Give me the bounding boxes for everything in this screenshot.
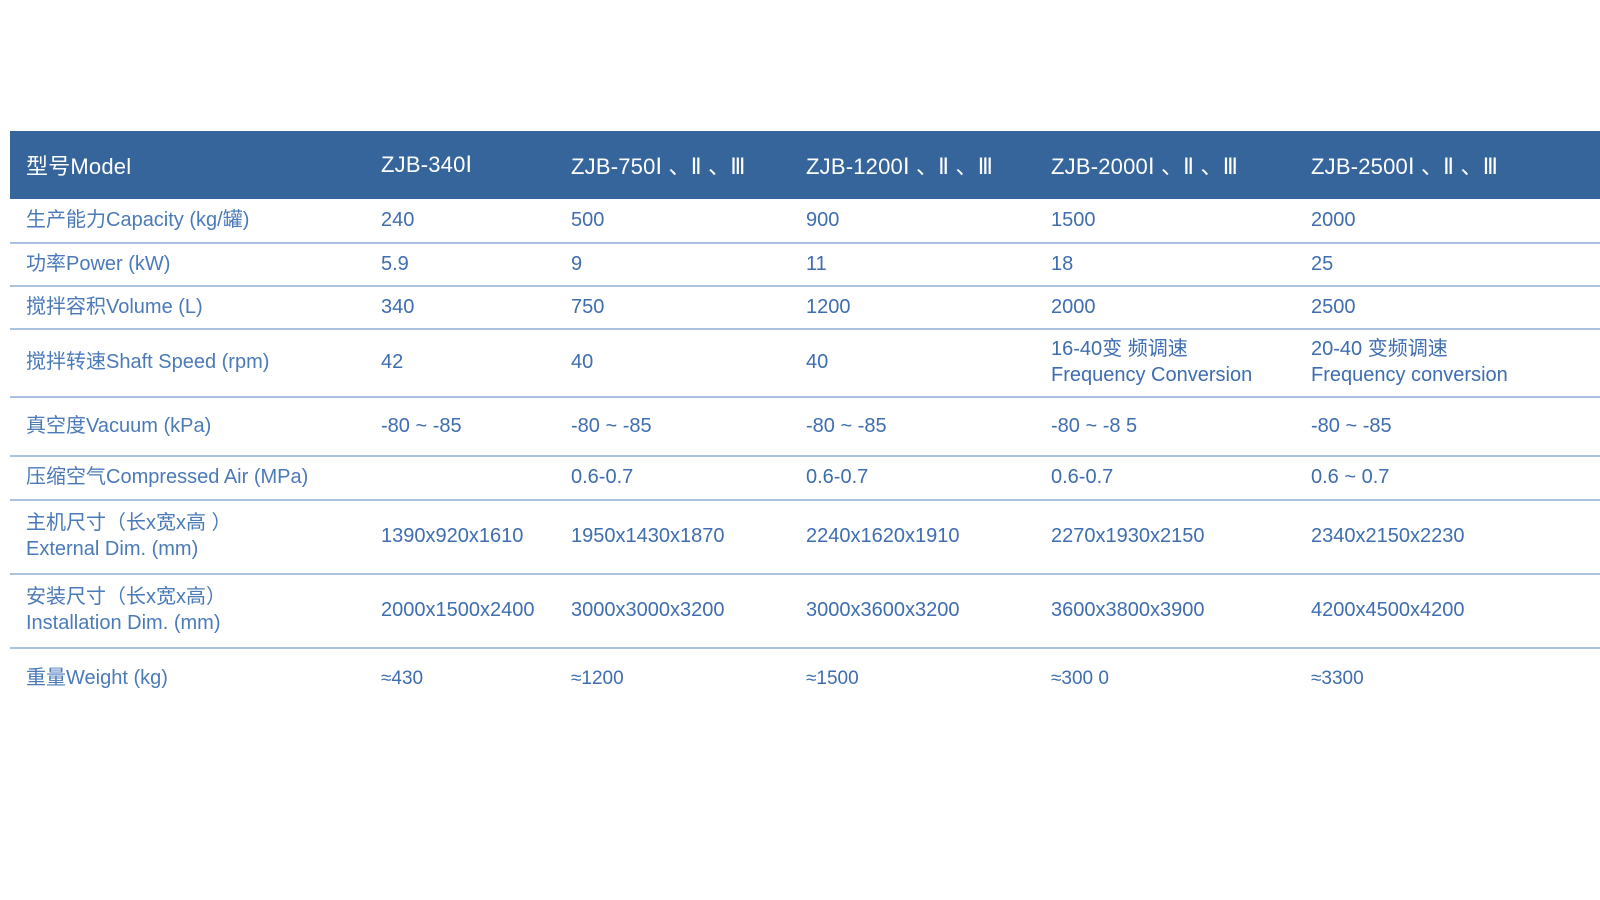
table-row: 搅拌容积Volume (L) 340 750 1200 2000 2500 — [10, 286, 1600, 330]
cell-weight-750: ≈1200 — [571, 667, 624, 689]
cell-external-750: 1950x1430x1870 — [555, 500, 790, 575]
header-cell-model-4: ZJB-2000Ⅰ 、Ⅱ 、Ⅲ — [1051, 154, 1239, 179]
row-label-compressed-air: 压缩空气Compressed Air (MPa) — [10, 456, 365, 501]
table-row: 主机尺寸（长x宽x高 ） External Dim. (mm) 1390x920… — [10, 500, 1600, 575]
cell-external-2000: 2270x1930x2150 — [1035, 500, 1295, 575]
cell-air-1200: 0.6-0.7 — [790, 456, 1035, 501]
cell-vacuum-2500: -80 ~ -85 — [1295, 397, 1600, 457]
cell-capacity-1200: 900 — [790, 199, 1035, 244]
table-row: 压缩空气Compressed Air (MPa) 0.6-0.7 0.6-0.7… — [10, 456, 1600, 501]
cell-power-2500: 25 — [1295, 243, 1600, 287]
header-cell-model-1: ZJB-340Ⅰ — [381, 152, 473, 177]
row-label-installation-dim-line1: 安装尺寸（长x宽x高） — [26, 586, 226, 609]
cell-weight-340: ≈430 — [381, 667, 424, 689]
table-body: 生产能力Capacity (kg/罐) 240 500 900 1500 200… — [10, 199, 1600, 709]
table-header: 型号Model ZJB-340Ⅰ ZJB-750Ⅰ 、Ⅱ 、Ⅲ ZJB-1200… — [10, 131, 1600, 199]
cell-capacity-2000: 1500 — [1035, 199, 1295, 244]
cell-external-1200: 2240x1620x1910 — [790, 500, 1035, 575]
row-label-external-dim-line1: 主机尺寸（长x宽x高 ） — [26, 512, 232, 535]
cell-speed-1200: 40 — [790, 329, 1035, 398]
cell-vacuum-340: -80 ~ -85 — [365, 397, 555, 457]
header-cell-model-5: ZJB-2500Ⅰ 、Ⅱ 、Ⅲ — [1311, 154, 1499, 179]
cell-air-340 — [365, 456, 555, 501]
specification-table: 型号Model ZJB-340Ⅰ ZJB-750Ⅰ 、Ⅱ 、Ⅲ ZJB-1200… — [10, 131, 1600, 709]
cell-capacity-750: 500 — [555, 199, 790, 244]
row-label-weight: 重量Weight (kg) — [26, 667, 168, 690]
table-row: 生产能力Capacity (kg/罐) 240 500 900 1500 200… — [10, 199, 1600, 244]
cell-external-340: 1390x920x1610 — [365, 500, 555, 575]
row-label-vacuum: 真空度Vacuum (kPa) — [10, 397, 365, 457]
cell-speed-2000-line2: Frequency Conversion — [1051, 364, 1253, 386]
cell-speed-2500: 20-40 变频调速 Frequency conversion — [1295, 329, 1600, 398]
cell-air-2500: 0.6 ~ 0.7 — [1295, 456, 1600, 501]
cell-volume-2500: 2500 — [1295, 286, 1600, 330]
cell-power-340: 5.9 — [365, 243, 555, 287]
table-header-row: 型号Model ZJB-340Ⅰ ZJB-750Ⅰ 、Ⅱ 、Ⅲ ZJB-1200… — [10, 131, 1600, 199]
cell-install-2500: 4200x4500x4200 — [1295, 574, 1600, 649]
cell-speed-340: 42 — [365, 329, 555, 398]
cell-capacity-340: 240 — [365, 199, 555, 244]
header-cell-model-label: 型号Model — [26, 154, 132, 179]
cell-weight-2500: ≈3300 — [1311, 667, 1364, 689]
row-label-power: 功率Power (kW) — [10, 243, 365, 287]
cell-weight-2000: ≈300 0 — [1051, 667, 1109, 689]
row-label-external-dim-line2: External Dim. (mm) — [26, 538, 199, 560]
cell-volume-1200: 1200 — [790, 286, 1035, 330]
cell-volume-340: 340 — [365, 286, 555, 330]
row-label-installation-dim-line2: Installation Dim. (mm) — [26, 612, 221, 634]
cell-vacuum-750: -80 ~ -85 — [555, 397, 790, 457]
row-label-capacity: 生产能力Capacity (kg/罐) — [10, 199, 365, 244]
table-row: 真空度Vacuum (kPa) -80 ~ -85 -80 ~ -85 -80 … — [10, 397, 1600, 457]
row-label-installation-dim: 安装尺寸（长x宽x高） Installation Dim. (mm) — [10, 574, 365, 649]
cell-speed-750: 40 — [555, 329, 790, 398]
cell-air-2000: 0.6-0.7 — [1035, 456, 1295, 501]
cell-power-1200: 11 — [790, 243, 1035, 287]
cell-install-1200: 3000x3600x3200 — [790, 574, 1035, 649]
cell-volume-2000: 2000 — [1035, 286, 1295, 330]
table-row: 重量Weight (kg) ≈430 ≈1200 ≈1500 ≈300 0 ≈3… — [10, 648, 1600, 709]
cell-weight-1200: ≈1500 — [806, 667, 859, 689]
header-cell-model-3: ZJB-1200Ⅰ 、Ⅱ 、Ⅲ — [806, 154, 994, 179]
row-label-external-dim: 主机尺寸（长x宽x高 ） External Dim. (mm) — [10, 500, 365, 575]
cell-vacuum-1200: -80 ~ -85 — [790, 397, 1035, 457]
cell-power-2000: 18 — [1035, 243, 1295, 287]
cell-power-750: 9 — [555, 243, 790, 287]
cell-install-2000: 3600x3800x3900 — [1035, 574, 1295, 649]
cell-install-750: 3000x3000x3200 — [555, 574, 790, 649]
cell-volume-750: 750 — [555, 286, 790, 330]
header-cell-model-2: ZJB-750Ⅰ 、Ⅱ 、Ⅲ — [571, 154, 746, 179]
table-row: 功率Power (kW) 5.9 9 11 18 25 — [10, 243, 1600, 287]
cell-install-340: 2000x1500x2400 — [365, 574, 555, 649]
cell-capacity-2500: 2000 — [1295, 199, 1600, 244]
cell-air-750: 0.6-0.7 — [555, 456, 790, 501]
cell-external-2500: 2340x2150x2230 — [1295, 500, 1600, 575]
cell-speed-2500-line1: 20-40 变频调速 — [1311, 338, 1448, 361]
table-row: 安装尺寸（长x宽x高） Installation Dim. (mm) 2000x… — [10, 574, 1600, 649]
row-label-shaft-speed: 搅拌转速Shaft Speed (rpm) — [10, 329, 365, 398]
cell-vacuum-2000: -80 ~ -8 5 — [1035, 397, 1295, 457]
cell-speed-2500-line2: Frequency conversion — [1311, 364, 1508, 386]
cell-speed-2000: 16-40变 频调速 Frequency Conversion — [1035, 329, 1295, 398]
table-row: 搅拌转速Shaft Speed (rpm) 42 40 40 16-40变 频调… — [10, 329, 1600, 398]
cell-speed-2000-line1: 16-40变 频调速 — [1051, 338, 1188, 361]
row-label-volume: 搅拌容积Volume (L) — [10, 286, 365, 330]
